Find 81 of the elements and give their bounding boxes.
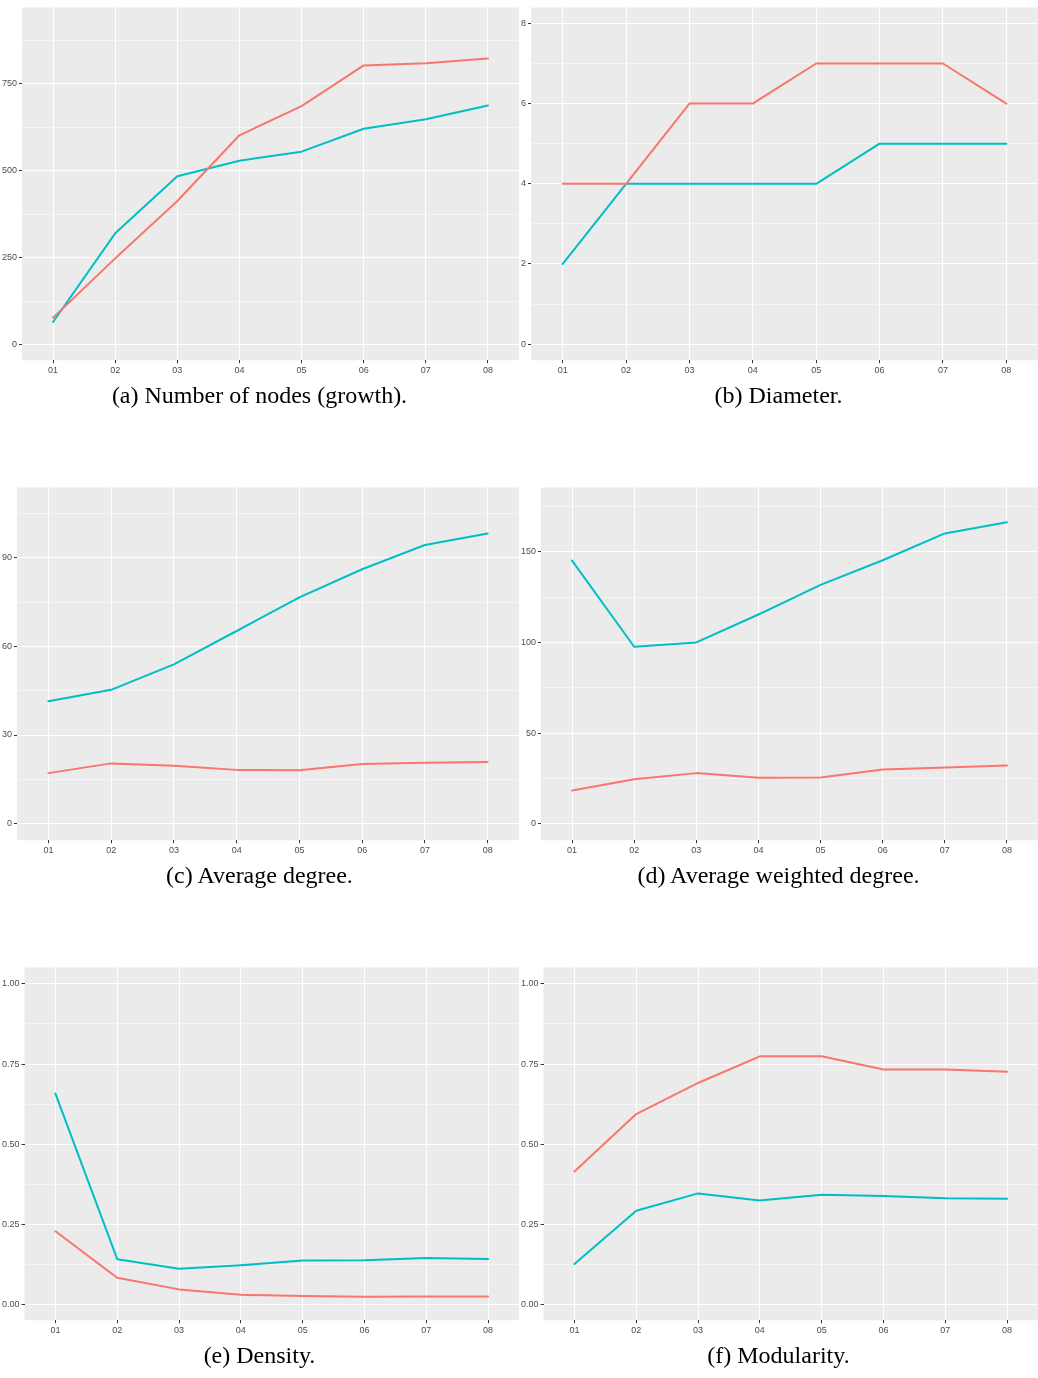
text: (a) Number of nodes (growth).: [110, 382, 409, 409]
y-tick-label: 4: [520, 178, 527, 189]
x-tick-label: 05: [294, 845, 305, 856]
x-tick-label: 06: [359, 1325, 370, 1336]
x-tick-label: 06: [358, 365, 369, 376]
x-tick-label: 07: [940, 1325, 951, 1336]
text: (b) Diameter.: [713, 382, 844, 409]
y-tick-label: 0: [531, 818, 537, 829]
y-tick-label: 0: [12, 339, 18, 350]
x-tick-label: 01: [567, 845, 578, 856]
x-tick-label: 03: [168, 845, 179, 856]
y-tick-label: 500: [1, 165, 18, 176]
x-tick-label: 04: [235, 1325, 246, 1336]
y-tick-label: 100: [520, 636, 537, 647]
y-tick-label: 0.00: [520, 1299, 539, 1310]
x-tick-label: 02: [112, 1325, 123, 1336]
y-tick-label: 0.25: [1, 1219, 20, 1230]
x-tick-label: 04: [747, 365, 758, 376]
x-tick-label: 05: [297, 1325, 308, 1336]
y-tick-label: 750: [1, 78, 18, 89]
x-tick-label: 06: [357, 845, 368, 856]
x-tick-label: 04: [231, 845, 242, 856]
x-tick-label: 08: [482, 365, 493, 376]
y-tick-label: 60: [2, 640, 13, 651]
x-tick-label: 05: [811, 365, 822, 376]
y-tick-label: 0: [7, 818, 13, 829]
y-tick-label: 0.00: [1, 1299, 20, 1310]
y-tick-label: 50: [526, 727, 537, 738]
y-tick-label: 0.75: [1, 1058, 20, 1069]
x-tick-label: 01: [50, 1325, 61, 1336]
x-tick-label: 04: [753, 845, 764, 856]
x-tick-label: 03: [691, 845, 702, 856]
x-tick-label: 04: [234, 365, 245, 376]
y-tick-label: 0.25: [520, 1219, 539, 1230]
x-tick-label: 02: [106, 845, 117, 856]
x-tick-label: 07: [937, 365, 948, 376]
text: (d) Average weighted degree.: [636, 862, 921, 889]
x-tick-label: 05: [815, 845, 826, 856]
x-tick-label: 01: [569, 1325, 580, 1336]
text: (e) Density.: [202, 1342, 317, 1369]
x-tick-label: 07: [420, 365, 431, 376]
y-tick-label: 30: [2, 729, 13, 740]
y-tick-label: 0: [520, 338, 527, 349]
x-tick-label: 02: [631, 1325, 642, 1336]
y-tick-label: 0.50: [520, 1138, 539, 1149]
y-tick-label: 1.00: [520, 978, 539, 989]
x-tick-label: 01: [43, 845, 54, 856]
x-tick-label: 08: [483, 1325, 494, 1336]
x-tick-label: 07: [419, 845, 430, 856]
y-tick-label: 150: [520, 546, 537, 557]
x-tick-label: 07: [939, 845, 950, 856]
text: (c) Average degree.: [165, 862, 354, 889]
y-tick-label: 6: [520, 98, 527, 109]
x-tick-label: 02: [621, 365, 632, 376]
y-tick-label: 250: [1, 252, 18, 263]
x-tick-label: 03: [172, 365, 183, 376]
x-tick-label: 05: [296, 365, 307, 376]
x-tick-label: 06: [878, 1325, 889, 1336]
text: (f) Modularity.: [706, 1342, 851, 1369]
x-tick-label: 04: [754, 1325, 765, 1336]
x-tick-label: 01: [48, 365, 59, 376]
x-tick-label: 07: [421, 1325, 432, 1336]
x-tick-label: 02: [629, 845, 640, 856]
y-tick-label: 2: [520, 258, 527, 269]
x-tick-label: 01: [557, 365, 568, 376]
x-tick-label: 03: [684, 365, 695, 376]
x-tick-label: 03: [174, 1325, 185, 1336]
x-tick-label: 08: [1001, 845, 1012, 856]
x-tick-label: 06: [877, 845, 888, 856]
x-tick-label: 02: [110, 365, 121, 376]
x-tick-label: 08: [1002, 1325, 1013, 1336]
y-tick-label: 8: [520, 17, 527, 28]
x-tick-label: 05: [816, 1325, 827, 1336]
y-tick-label: 1.00: [1, 978, 20, 989]
x-tick-label: 06: [874, 365, 885, 376]
x-tick-label: 08: [1001, 365, 1012, 376]
x-tick-label: 03: [693, 1325, 704, 1336]
x-tick-label: 08: [482, 845, 493, 856]
y-tick-label: 0.75: [520, 1058, 539, 1069]
y-tick-label: 90: [2, 552, 13, 563]
y-tick-label: 0.50: [1, 1138, 20, 1149]
